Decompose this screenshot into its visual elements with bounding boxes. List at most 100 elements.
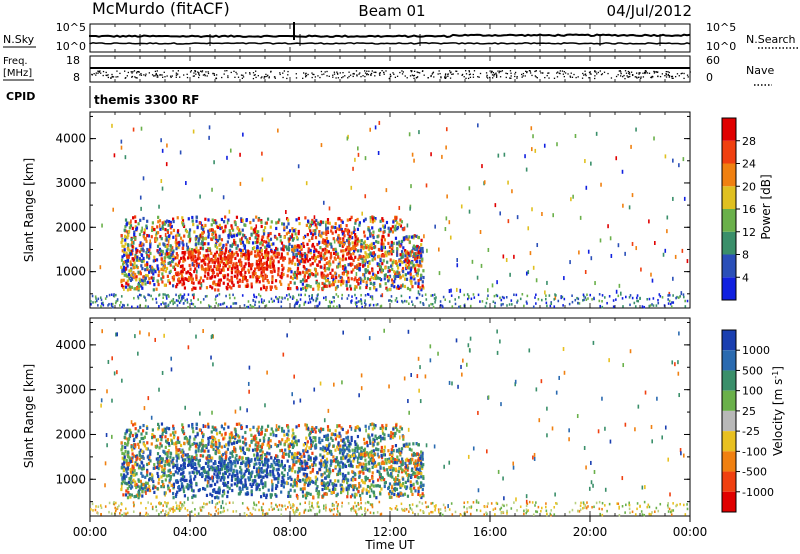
nave-dot	[265, 73, 267, 76]
echo-cell	[198, 251, 202, 255]
echo-cell	[190, 250, 193, 254]
echo-cell	[190, 256, 193, 260]
nave-dot	[366, 73, 368, 75]
echo-cell	[172, 255, 175, 259]
echo-cell	[258, 258, 261, 263]
echo-cell	[239, 152, 241, 157]
nave-dot	[631, 74, 634, 76]
nave-dot	[528, 70, 531, 72]
echo-cell	[177, 299, 180, 303]
echo-cell	[291, 261, 294, 265]
nave-dot	[534, 70, 536, 73]
echo-cell	[404, 480, 407, 484]
echo-cell	[195, 453, 198, 457]
echo-cell	[288, 229, 292, 233]
echo-cell	[631, 241, 634, 246]
echo-cell	[218, 283, 221, 287]
echo-cell	[132, 240, 135, 245]
echo-cell	[332, 295, 334, 299]
echo-cell	[151, 477, 154, 481]
nave-dot	[642, 72, 644, 74]
echo-cell	[351, 295, 353, 298]
nave-dot	[499, 76, 502, 78]
echo-cell	[372, 282, 375, 286]
colorbar-tick-label: 8	[742, 249, 749, 262]
echo-cell	[334, 437, 338, 441]
echo-cell	[200, 259, 203, 263]
echo-cell	[417, 264, 421, 268]
echo-cell	[599, 238, 602, 243]
echo-cell	[409, 288, 412, 292]
nave-dot	[594, 70, 596, 72]
echo-cell	[675, 296, 677, 300]
echo-cell	[332, 490, 335, 494]
echo-cell	[153, 258, 157, 263]
echo-cell	[191, 251, 194, 255]
nave-dot	[226, 70, 228, 72]
echo-cell	[314, 436, 317, 440]
echo-cell	[245, 253, 248, 257]
echo-cell	[298, 451, 301, 455]
echo-cell	[188, 271, 192, 276]
nave-dot	[657, 71, 659, 73]
echo-cell	[286, 459, 289, 463]
echo-cell	[167, 234, 171, 238]
echo-cell	[328, 449, 332, 453]
echo-cell	[422, 269, 425, 273]
echo-cell	[158, 251, 161, 256]
echo-cell	[391, 225, 394, 229]
echo-cell	[433, 293, 436, 296]
echo-cell	[534, 296, 536, 299]
echo-cell	[217, 288, 220, 292]
echo-cell	[328, 242, 332, 246]
echo-cell	[157, 481, 160, 485]
echo-cell	[390, 283, 393, 288]
nave-dot	[390, 75, 392, 77]
echo-cell	[208, 135, 210, 140]
echo-cell	[235, 469, 238, 473]
echo-cell	[334, 465, 337, 469]
nave-dot	[437, 73, 439, 75]
echo-cell	[406, 258, 410, 262]
nave-dot	[95, 74, 97, 76]
echo-cell	[469, 304, 472, 308]
echo-cell	[240, 241, 243, 245]
echo-cell	[409, 268, 412, 272]
echo-cell	[250, 492, 253, 497]
echo-cell	[121, 244, 124, 248]
echo-cell	[146, 261, 149, 265]
echo-cell	[243, 441, 246, 445]
echo-cell	[311, 425, 314, 430]
echo-cell	[183, 302, 185, 305]
echo-cell	[161, 272, 164, 276]
echo-cell	[354, 235, 357, 239]
echo-cell	[417, 285, 420, 289]
echo-cell	[218, 253, 221, 257]
echo-cell	[288, 450, 291, 454]
echo-cell	[367, 452, 370, 456]
nave-dot	[102, 74, 104, 77]
echo-cell	[115, 300, 118, 303]
echo-cell	[122, 260, 126, 265]
echo-cell	[332, 305, 335, 308]
echo-cell	[408, 259, 411, 263]
nave-dot	[493, 75, 495, 77]
echo-cell	[325, 457, 329, 461]
echo-cell	[169, 455, 172, 459]
echo-cell	[140, 471, 143, 475]
echo-cell	[138, 293, 141, 297]
echo-cell	[327, 250, 330, 254]
nave-dot	[323, 73, 325, 75]
echo-cell	[381, 436, 385, 440]
echo-cell	[243, 264, 246, 269]
echo-cell	[317, 221, 319, 226]
echo-cell	[295, 484, 299, 488]
echo-cell	[260, 300, 263, 304]
echo-cell	[337, 424, 340, 428]
nave-dot	[255, 70, 257, 72]
nave-dot	[569, 76, 572, 78]
echo-cell	[615, 289, 618, 294]
echo-cell	[393, 274, 396, 279]
echo-cell	[317, 490, 321, 494]
echo-cell	[162, 293, 165, 296]
